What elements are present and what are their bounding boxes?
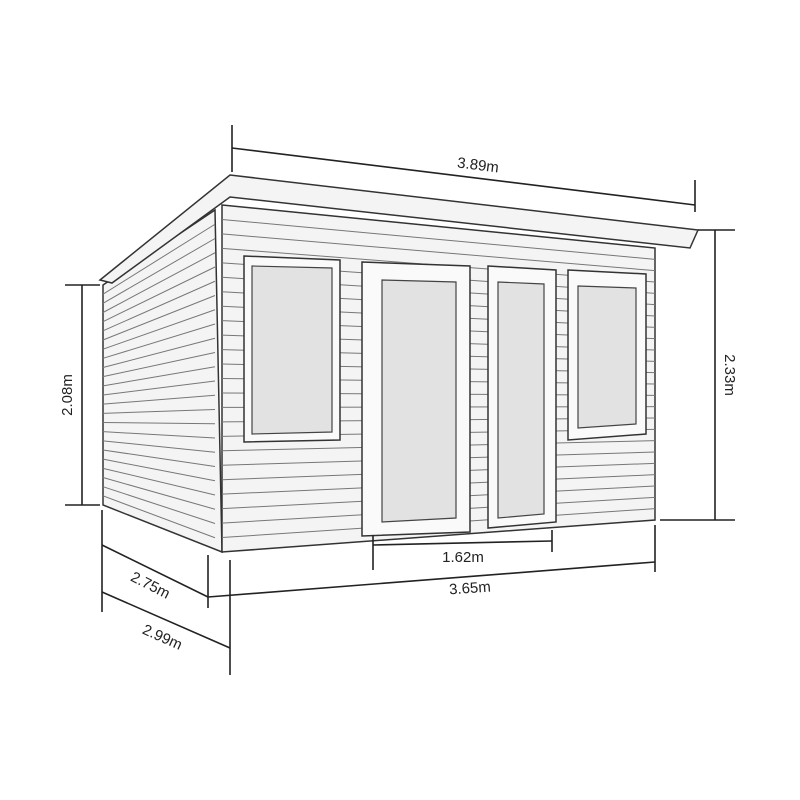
plank-line (102, 223, 216, 295)
roof (98, 174, 700, 284)
left-window (251, 265, 333, 435)
dim-line (207, 561, 656, 598)
front-width-label: 3.65m (449, 579, 492, 599)
total-height-label: 2.33m (721, 354, 738, 396)
plank-line (102, 337, 216, 368)
plank-line (102, 238, 216, 304)
plank-line (102, 458, 216, 482)
plank-line (102, 495, 216, 539)
plank-line (102, 394, 216, 405)
dim-line (101, 591, 231, 649)
right-window (577, 285, 637, 429)
plank-line (221, 218, 656, 260)
plank-line (102, 431, 216, 439)
side-height-label: 2.08m (59, 374, 76, 416)
plank-line (102, 449, 216, 467)
plank-line (102, 352, 216, 378)
plank-line (102, 280, 216, 332)
left-door-glass (381, 279, 457, 523)
right-door-glass (497, 281, 545, 519)
dim-line (372, 540, 553, 546)
plank-line (102, 309, 216, 350)
door-width-label: 1.62m (442, 549, 484, 566)
plank-line (102, 477, 216, 510)
plank-line (102, 252, 216, 313)
plank-line (102, 380, 216, 396)
plank-line (102, 366, 216, 387)
dimension-lines (65, 125, 735, 675)
plank-line (102, 440, 216, 453)
plank-line (102, 422, 216, 425)
dim-line (231, 147, 696, 206)
dim-line (101, 544, 209, 598)
plank-line (102, 266, 216, 323)
plank-line (102, 467, 216, 496)
plank-line (102, 409, 216, 414)
plank-line (102, 295, 216, 341)
plank-line (102, 323, 216, 359)
plank-line (221, 233, 656, 272)
roof-width-label: 3.89m (456, 154, 499, 176)
plank-line (102, 486, 216, 524)
